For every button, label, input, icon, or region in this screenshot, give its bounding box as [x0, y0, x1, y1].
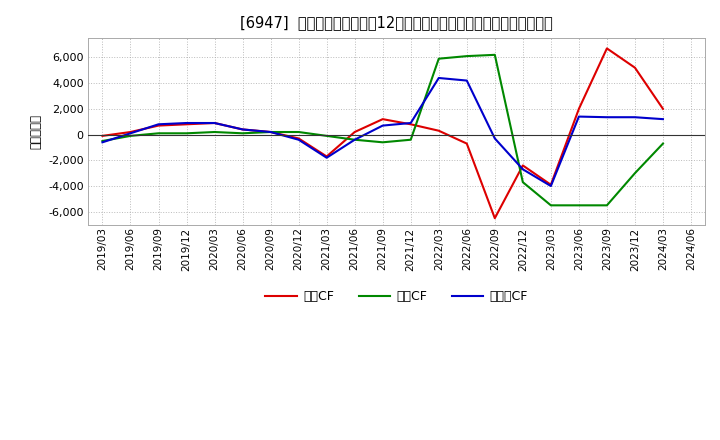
営業CF	[603, 46, 611, 51]
Line: 投資CF: 投資CF	[102, 55, 663, 205]
営業CF	[379, 117, 387, 122]
営業CF	[126, 129, 135, 135]
フリーCF	[659, 117, 667, 122]
Line: フリーCF: フリーCF	[102, 78, 663, 186]
営業CF	[406, 121, 415, 127]
投資CF	[182, 131, 191, 136]
投資CF	[490, 52, 499, 58]
投資CF	[462, 54, 471, 59]
フリーCF	[575, 114, 583, 119]
投資CF	[518, 180, 527, 185]
営業CF	[546, 182, 555, 187]
投資CF	[154, 131, 163, 136]
投資CF	[294, 129, 303, 135]
フリーCF	[351, 137, 359, 143]
Line: 営業CF: 営業CF	[102, 48, 663, 218]
フリーCF	[631, 114, 639, 120]
営業CF	[575, 106, 583, 111]
Y-axis label: （百万円）: （百万円）	[30, 114, 42, 149]
投資CF	[351, 137, 359, 143]
投資CF	[379, 139, 387, 145]
フリーCF	[518, 167, 527, 172]
フリーCF	[294, 137, 303, 143]
営業CF	[154, 123, 163, 128]
フリーCF	[490, 136, 499, 141]
フリーCF	[323, 155, 331, 160]
フリーCF	[126, 131, 135, 136]
投資CF	[126, 133, 135, 139]
Legend: 営業CF, 投資CF, フリーCF: 営業CF, 投資CF, フリーCF	[261, 285, 533, 308]
投資CF	[266, 129, 275, 135]
投資CF	[210, 129, 219, 135]
フリーCF	[238, 127, 247, 132]
営業CF	[98, 133, 107, 139]
投資CF	[603, 203, 611, 208]
フリーCF	[546, 183, 555, 189]
営業CF	[351, 129, 359, 135]
フリーCF	[603, 114, 611, 120]
フリーCF	[210, 121, 219, 126]
営業CF	[294, 136, 303, 141]
フリーCF	[462, 78, 471, 83]
営業CF	[659, 106, 667, 111]
営業CF	[182, 121, 191, 127]
Title: [6947]  キャッシュフローの12か月移動合計の対前年同期増減額の推移: [6947] キャッシュフローの12か月移動合計の対前年同期増減額の推移	[240, 15, 553, 30]
フリーCF	[154, 121, 163, 127]
営業CF	[462, 141, 471, 146]
投資CF	[575, 203, 583, 208]
投資CF	[631, 171, 639, 176]
フリーCF	[434, 75, 443, 81]
フリーCF	[266, 129, 275, 135]
営業CF	[323, 154, 331, 159]
投資CF	[659, 141, 667, 146]
営業CF	[518, 163, 527, 168]
投資CF	[323, 133, 331, 139]
フリーCF	[379, 123, 387, 128]
営業CF	[266, 129, 275, 135]
投資CF	[434, 56, 443, 61]
営業CF	[238, 127, 247, 132]
投資CF	[98, 138, 107, 143]
投資CF	[406, 137, 415, 143]
営業CF	[434, 128, 443, 133]
投資CF	[238, 131, 247, 136]
営業CF	[490, 216, 499, 221]
営業CF	[210, 121, 219, 126]
フリーCF	[98, 139, 107, 145]
投資CF	[546, 203, 555, 208]
営業CF	[631, 65, 639, 70]
フリーCF	[406, 121, 415, 126]
フリーCF	[182, 121, 191, 126]
